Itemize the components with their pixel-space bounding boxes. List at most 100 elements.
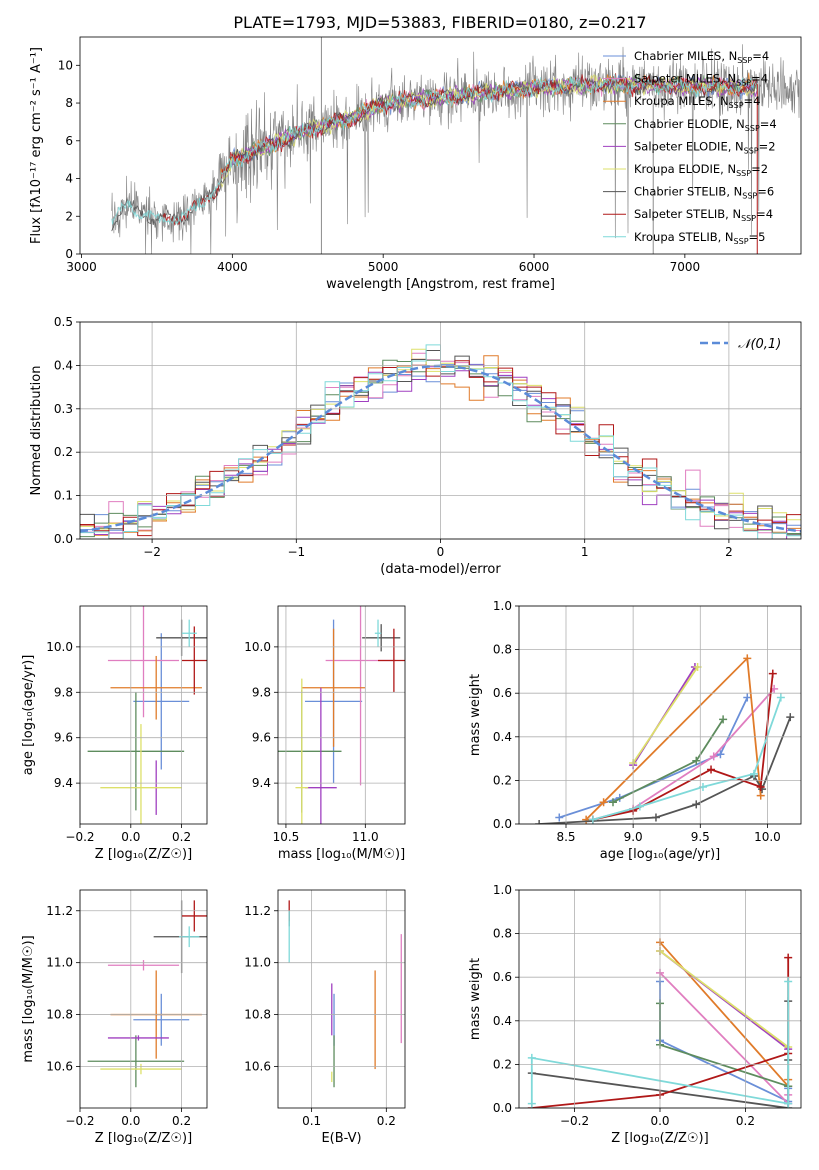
y-tick-label: 9.6: [54, 731, 73, 745]
y-tick-label: 0.0: [493, 1101, 512, 1115]
y-tick-label: 9.4: [54, 776, 73, 790]
x-tick-label: 7000: [670, 260, 701, 274]
errorbar-kroupa-miles: [301, 628, 366, 747]
x-tick-label: 0.2: [172, 1114, 191, 1128]
y-tick-label: 8: [65, 96, 73, 110]
grid: [519, 889, 801, 1109]
y-tick-label: 1.0: [493, 599, 512, 613]
weight-marker: [588, 815, 597, 824]
plot-area: [535, 654, 795, 824]
errorbar-salpeter-stelib: [181, 626, 207, 695]
y-tick-label: 11.2: [244, 904, 271, 918]
y-axis-label: age [log₁₀(age/yr)]: [21, 655, 36, 776]
weight-marker: [651, 813, 660, 822]
x-tick-label: 8.5: [556, 830, 575, 844]
x-axis-label: Z [log₁₀(Z/Z☉)]: [95, 847, 192, 862]
y-tick-label: 0.0: [54, 532, 73, 546]
y-tick-label: 9.4: [252, 776, 271, 790]
plot-area: [87, 900, 207, 1088]
y-tick-label: 0.0: [493, 817, 512, 831]
weight-series-kroupa-miles: [656, 938, 793, 1091]
errorbar-kroupa-stelib: [181, 619, 197, 647]
x-tick-label: 11.0: [352, 830, 379, 844]
panel-spectrum: Chabrier MILES, NSSP=4 Salpeter MILES, NS…: [29, 36, 802, 292]
y-axis-label: Normed distribution: [29, 366, 44, 496]
axes-frame: [79, 36, 802, 255]
panel-age-weight: 8.5 9.0 9.5 10.0 0.0 0.2 0.4 0.6 0.8 1.0 age [log₁…: [468, 599, 802, 862]
panel-ebv-mass: 0.1 0.2 10.6 10.8 11.0 11.2 E(B-V): [244, 889, 406, 1146]
y-tick-label: 0.4: [493, 1014, 512, 1028]
weight-marker: [750, 769, 758, 778]
x-tick-label: 0: [437, 545, 445, 559]
legend-label: Kroupa STELIB, NSSP=5: [634, 230, 765, 246]
weight-series-kroupa-miles: [582, 654, 765, 824]
errorbar-kroupa-stelib: [374, 619, 382, 647]
legend-label: Salpeter MILES, NSSP=4: [634, 72, 768, 88]
y-axis-label: mass [log₁₀(M/M☉)]: [21, 935, 36, 1062]
errorbar-salpeter-miles: [107, 606, 180, 718]
errorbar-kroupa-elodie: [100, 724, 182, 824]
y-tick-label: 10.0: [46, 640, 73, 654]
weight-line: [659, 950, 789, 1048]
x-tick-label: 0.0: [650, 1114, 669, 1128]
x-tick-label: 6000: [519, 260, 550, 274]
x-axis-label: wavelength [Angstrom, rest frame]: [326, 277, 555, 292]
grid: [278, 890, 405, 1108]
weight-series-salpeter-miles: [588, 684, 779, 824]
weight-series-kroupa-elodie: [656, 947, 793, 1051]
weight-marker: [786, 713, 795, 722]
y-tick-label: 11.0: [46, 956, 73, 970]
y-tick-label: 10.0: [244, 640, 271, 654]
plot-area: [87, 606, 207, 824]
weight-marker: [756, 782, 765, 791]
weight-marker: [707, 765, 716, 774]
y-tick-label: 6: [65, 134, 73, 148]
errorbar-salpeter-elodie: [107, 1035, 169, 1041]
weight-marker: [635, 802, 644, 811]
x-axis-label: E(B-V): [321, 1131, 361, 1146]
weight-series-kroupa-stelib: [588, 693, 785, 824]
y-tick-label: 11.0: [244, 956, 271, 970]
legend-label: Chabrier STELIB, NSSP=6: [634, 185, 774, 201]
y-tick-label: 0.2: [493, 773, 512, 787]
weight-marker: [768, 669, 777, 678]
normal-legend-label: 𝒩(0,1): [738, 337, 781, 352]
y-tick-label: 0.4: [493, 730, 512, 744]
weight-series-chabrier-miles: [555, 693, 752, 822]
weight-marker: [527, 1099, 536, 1108]
y-tick-label: 9.8: [252, 685, 271, 699]
y-tick-label: 0.6: [493, 686, 512, 700]
axes-frame: [518, 605, 802, 825]
x-tick-label: 5000: [368, 260, 399, 274]
errorbar-chabrier-miles: [133, 993, 190, 1046]
model-spectrum-line: [219, 73, 758, 188]
weight-marker: [743, 654, 752, 663]
legend-label: Chabrier MILES, NSSP=4: [634, 49, 769, 65]
x-tick-label: −0.2: [65, 1114, 94, 1128]
y-tick-label: 0: [65, 247, 73, 261]
weight-marker: [535, 820, 544, 824]
weight-marker: [756, 791, 765, 800]
weight-marker: [555, 813, 564, 822]
panel-z-age: −0.2 0.0 0.2 9.4 9.6 9.8 10.0 Z [log₁₀(Z/Z☉)] ag…: [21, 605, 208, 862]
x-tick-label: 2: [725, 545, 733, 559]
errorbar-salpeter-elodie: [304, 687, 337, 824]
weight-marker: [784, 977, 793, 986]
y-tick-label: 10.6: [46, 1059, 73, 1073]
y-axis-label: mass weight: [468, 958, 483, 1040]
weight-line: [585, 656, 762, 821]
errorbar-kroupa-elodie: [100, 1063, 182, 1075]
weight-marker: [716, 750, 725, 759]
x-axis-label: age [log₁₀(age/yr)]: [600, 847, 721, 862]
x-tick-label: 0.2: [377, 1114, 396, 1128]
weight-series-chabrier-stelib: [535, 713, 795, 824]
axes-frame: [277, 605, 406, 825]
plot-area: [288, 900, 402, 1088]
x-tick-label: 9.0: [624, 830, 643, 844]
y-tick-label: 0.8: [493, 927, 512, 941]
x-axis-label: Z [log₁₀(Z/Z☉)]: [95, 1131, 192, 1146]
weight-marker: [582, 815, 591, 824]
x-tick-label: 3000: [66, 260, 97, 274]
y-tick-label: 0.2: [493, 1057, 512, 1071]
axes-frame: [79, 889, 208, 1109]
